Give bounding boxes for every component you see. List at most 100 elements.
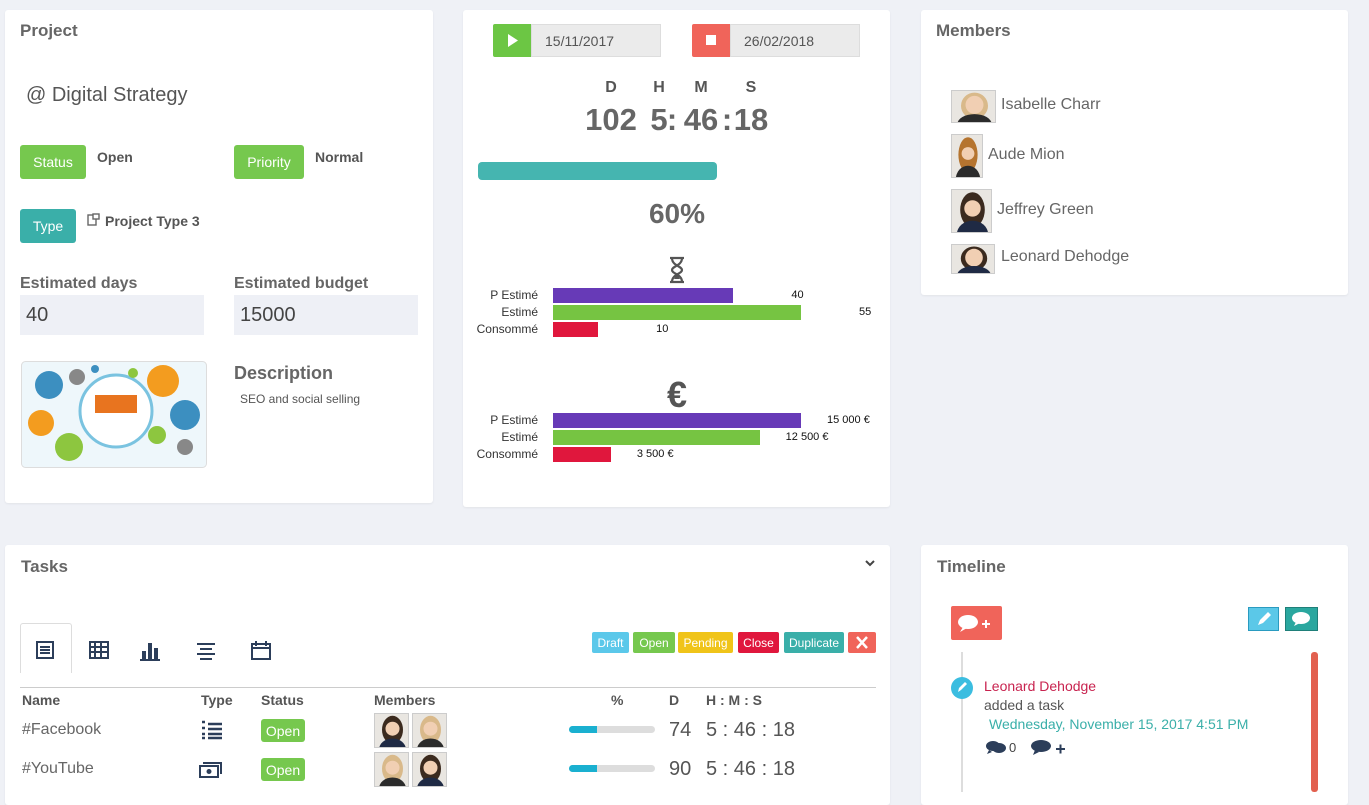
project-name: @ Digital Strategy <box>26 84 188 106</box>
end-date: 26/02/2018 <box>730 24 860 57</box>
status-badge: Status <box>20 145 86 179</box>
type-icon <box>87 213 100 226</box>
countdown-value: 18 <box>733 102 769 137</box>
filter-button[interactable]: Duplicate <box>784 632 844 653</box>
countdown-unit: D <box>605 79 617 96</box>
description: SEO and social selling <box>240 392 361 406</box>
bar-value: 10 <box>656 323 669 335</box>
panel-title: Project <box>20 21 78 40</box>
status-badge: Open <box>261 758 305 781</box>
scrollbar[interactable] <box>1311 652 1318 792</box>
panel-title: Timeline <box>937 557 1006 576</box>
panel-title: Members <box>936 21 1011 40</box>
countdown-unit: S <box>745 79 757 96</box>
timeline-line <box>961 652 963 792</box>
reply-button[interactable] <box>1030 738 1070 756</box>
days-input[interactable]: 40 <box>20 295 204 335</box>
column-header: Status <box>261 692 304 708</box>
type-badge: Type <box>20 209 76 243</box>
filter-button[interactable]: Open <box>633 632 675 653</box>
column-header: Type <box>201 692 233 708</box>
field-label: Description <box>234 363 334 383</box>
timeline-panel <box>921 545 1348 805</box>
task-days: 74 <box>669 719 692 741</box>
avatar <box>412 713 447 748</box>
avatar <box>951 134 983 178</box>
filter-button[interactable]: Pending <box>678 632 733 653</box>
avatar <box>951 90 996 123</box>
progress-fill <box>569 765 598 772</box>
avatar <box>374 713 409 748</box>
progress-track <box>478 162 876 180</box>
timeline-dot <box>951 677 973 699</box>
task-name[interactable]: #Facebook <box>22 721 102 738</box>
task-time: 5 : 46 : 18 <box>706 758 795 780</box>
table-rule <box>20 687 876 688</box>
member-name[interactable]: Jeffrey Green <box>997 201 1094 218</box>
filter-button[interactable]: Close <box>738 632 779 653</box>
comment-button[interactable] <box>1285 607 1318 631</box>
task-type-icon <box>198 719 224 741</box>
countdown-unit: M <box>694 79 708 96</box>
progress-track <box>569 765 655 772</box>
bar <box>553 305 801 320</box>
task-days: 90 <box>669 758 692 780</box>
progress-fill <box>478 162 717 180</box>
comments-icon <box>986 741 1006 754</box>
collapse-toggle[interactable] <box>864 558 876 568</box>
bar-label: P Estimé <box>490 288 538 302</box>
hourglass-icon <box>670 256 684 284</box>
comment-count: 0 <box>1009 740 1017 755</box>
bar-value: 3 500 € <box>636 448 674 460</box>
priority-value: Normal <box>315 149 364 165</box>
bar-label: Consommé <box>476 322 538 336</box>
delete-button[interactable] <box>848 632 876 653</box>
progress-label: 60% <box>648 198 706 229</box>
bar-label: Consommé <box>476 447 538 461</box>
avatar <box>951 244 995 274</box>
countdown-value: 102 <box>585 102 637 137</box>
stop-button[interactable] <box>692 24 730 57</box>
active-tab[interactable] <box>20 623 72 673</box>
timeline-date: Wednesday, November 15, 2017 4:51 PM <box>989 716 1249 732</box>
member-name[interactable]: Leonard Dehodge <box>1001 248 1130 265</box>
start-button[interactable] <box>493 24 531 57</box>
column-header: D <box>669 692 680 708</box>
status-badge: Open <box>261 719 305 742</box>
budget-input[interactable]: 15000 <box>234 295 418 335</box>
task-name[interactable]: #YouTube <box>22 760 94 777</box>
member-name[interactable]: Aude Mion <box>988 146 1065 163</box>
bar-label: Estimé <box>501 430 538 444</box>
view-tabs[interactable] <box>34 639 274 663</box>
countdown-value: 5 <box>650 102 668 137</box>
priority-badge: Priority <box>234 145 304 179</box>
progress-fill <box>569 726 598 733</box>
avatar <box>412 752 447 787</box>
column-header: % <box>611 692 624 708</box>
bar-label: Estimé <box>501 305 538 319</box>
project-image <box>21 361 207 468</box>
countdown-separator: : <box>721 102 733 137</box>
bar <box>553 288 734 303</box>
bar <box>553 322 599 337</box>
timeline-action: added a task <box>984 697 1065 713</box>
avatar <box>374 752 409 787</box>
bar <box>553 430 760 445</box>
euro-icon: € <box>666 374 688 415</box>
start-date: 15/11/2017 <box>531 24 661 57</box>
task-type-icon <box>198 758 224 780</box>
bar <box>553 413 801 428</box>
member-name[interactable]: Isabelle Charr <box>1001 96 1101 113</box>
countdown-separator: : <box>666 102 678 137</box>
panel-title: Tasks <box>21 557 68 576</box>
countdown-unit: H <box>653 79 665 96</box>
filter-button[interactable]: Draft <box>592 632 629 653</box>
progress-track <box>569 726 655 733</box>
timeline-author[interactable]: Leonard Dehodge <box>984 678 1097 694</box>
edit-button[interactable] <box>1248 607 1279 631</box>
field-label: Estimated days <box>20 275 138 292</box>
field-label: Estimated budget <box>234 275 369 292</box>
add-comment-button[interactable] <box>951 606 1002 640</box>
bar <box>553 447 611 462</box>
